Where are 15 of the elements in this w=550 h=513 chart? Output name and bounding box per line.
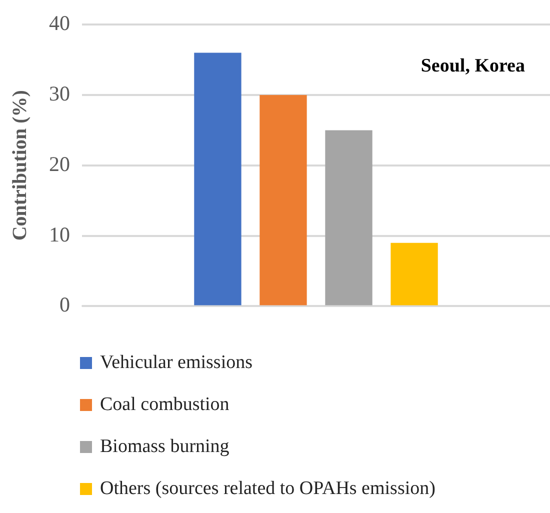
bar [390,242,438,306]
y-tick-label: 0 [60,292,70,317]
bar [194,52,242,306]
bar [260,95,307,306]
y-tick-label: 40 [49,11,70,36]
y-axis-title: Contribution (%) [9,90,32,241]
legend-label: Coal combustion [100,394,230,416]
legend-label: Biomass burning [100,436,230,458]
y-tick-label: 20 [49,152,70,176]
bar [325,130,372,306]
legend-label: Vehicular emissions [100,352,253,374]
y-tick-label: 30 [49,82,70,106]
legend-label: Others (sources related to OPAHs emission) [100,478,436,500]
annotation: Seoul, Korea [420,56,526,77]
y-tick-label: 10 [49,222,70,246]
